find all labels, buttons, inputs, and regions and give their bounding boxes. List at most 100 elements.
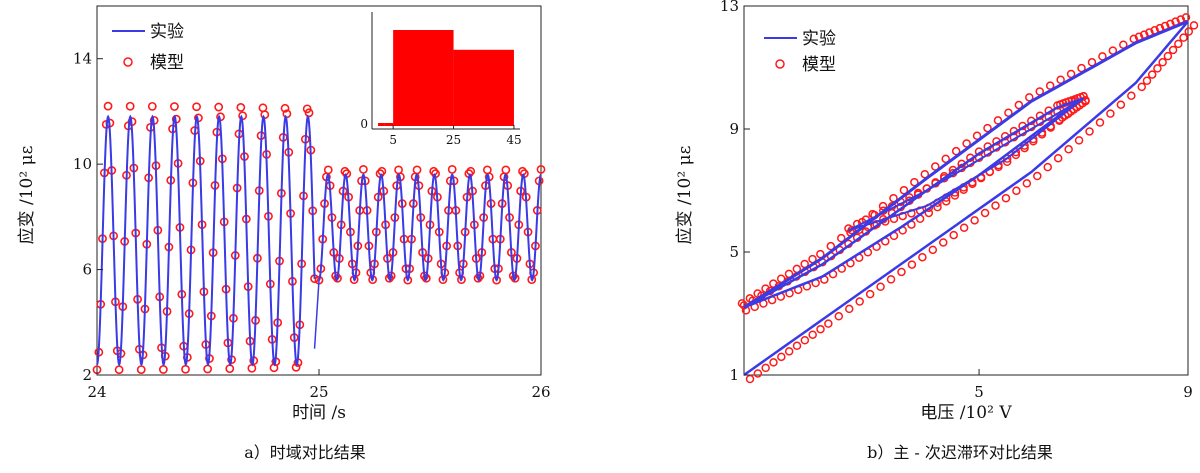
model-marker	[280, 103, 290, 113]
model-marker	[777, 352, 786, 362]
inset-step-bar	[384, 123, 394, 126]
model-marker	[1179, 33, 1188, 42]
model-marker	[1012, 186, 1021, 196]
experiment-minor-upper	[743, 97, 1084, 309]
model-marker	[1014, 100, 1024, 110]
legend-a-label-model: 模型	[150, 53, 184, 73]
panel-a-ylabel: 应变 /10² με	[17, 145, 37, 244]
model-marker	[824, 319, 833, 328]
model-marker	[761, 363, 770, 373]
model-marker	[1174, 39, 1183, 49]
legend-b-label-model: 模型	[802, 55, 836, 75]
inset-step-bar	[393, 30, 454, 126]
model-marker	[910, 177, 919, 187]
panel-b-legend: 实验 模型	[764, 29, 836, 75]
model-marker	[855, 297, 864, 306]
y-tick-label: 13	[720, 0, 739, 15]
model-marker	[1158, 58, 1167, 67]
panel-b-curves	[737, 13, 1199, 384]
x-tick-label: 24	[87, 383, 106, 401]
panel-a-caption: a）时域对比结果	[244, 443, 366, 462]
experiment-inner-upper	[848, 97, 1085, 232]
model-marker	[897, 267, 906, 277]
inset-axes: 5 25 45 0	[360, 12, 522, 147]
model-marker	[959, 223, 969, 232]
panel-b-axes: 5 9 1 5 9 13	[720, 0, 1193, 401]
inset-step-fill	[378, 30, 514, 126]
model-marker	[501, 165, 511, 175]
panel-a-xlabel: 时间 /s	[292, 403, 346, 423]
model-marker	[1033, 171, 1042, 181]
model-marker	[792, 341, 802, 351]
model-marker	[800, 336, 810, 345]
model-marker	[323, 165, 333, 175]
inset-step-bar	[378, 123, 385, 126]
model-marker	[991, 201, 1000, 210]
model-marker	[878, 201, 888, 211]
model-marker	[1043, 162, 1052, 172]
panel-a-legend: 实验 模型	[112, 22, 184, 73]
model-marker	[1004, 108, 1013, 117]
model-marker	[1163, 51, 1173, 61]
panel-b-hysteresis: 5 9 1 5 9 13 电压 /10² V 应变 /10² με b）主 - 次迟滞环对…	[675, 0, 1199, 462]
model-marker	[358, 165, 368, 174]
model-marker	[236, 103, 246, 112]
model-marker	[1001, 193, 1011, 203]
experiment-major-lower	[743, 20, 1189, 377]
model-marker	[1106, 109, 1115, 118]
legend-a-marker-symbol	[123, 57, 133, 67]
model-marker	[928, 245, 938, 255]
model-marker	[865, 289, 875, 299]
model-marker	[737, 299, 747, 308]
model-marker	[192, 102, 201, 112]
panel-a-inset: 5 25 45 0	[360, 8, 528, 147]
model-marker	[170, 102, 179, 111]
inset-y-tick-label: 0	[360, 117, 368, 131]
model-marker	[1142, 76, 1152, 85]
model-marker	[876, 282, 885, 291]
model-marker	[1074, 136, 1084, 145]
model-marker	[949, 230, 958, 240]
model-marker	[918, 252, 927, 262]
y-tick-label: 2	[82, 366, 92, 384]
model-marker	[899, 185, 909, 195]
model-marker	[834, 312, 844, 321]
model-marker	[939, 238, 948, 247]
x-tick-label: 9	[1183, 383, 1193, 401]
x-tick-label: 5	[974, 383, 984, 401]
legend-a-label-experiment: 实验	[150, 22, 184, 42]
model-marker	[214, 102, 224, 112]
inset-x-tick-label: 25	[446, 133, 461, 147]
y-tick-label: 5	[729, 243, 739, 261]
model-marker	[993, 116, 1003, 125]
model-marker	[889, 193, 898, 203]
model-marker	[1085, 127, 1094, 136]
experiment-inner-lower	[848, 97, 1085, 232]
model-marker	[886, 275, 896, 284]
y-tick-label: 6	[82, 261, 92, 279]
model-marker	[536, 165, 546, 174]
model-marker	[1184, 27, 1194, 36]
model-marker	[983, 123, 992, 133]
model-marker	[304, 108, 314, 118]
model-marker	[907, 260, 917, 269]
model-marker	[941, 154, 950, 164]
model-marker	[980, 208, 990, 218]
x-tick-label: 25	[309, 383, 328, 401]
model-marker	[1189, 21, 1199, 30]
panel-b-caption: b）主 - 次迟滞环对比结果	[867, 443, 1053, 462]
legend-b-marker-symbol	[775, 59, 785, 69]
model-marker	[1116, 100, 1126, 109]
x-tick-label: 26	[531, 383, 550, 401]
model-marker	[447, 165, 457, 174]
model-marker	[920, 169, 930, 179]
model-marker	[1153, 64, 1162, 73]
inset-step-bar	[453, 49, 514, 126]
panel-a-curves	[92, 101, 546, 375]
panel-b-xlabel: 电压 /10² V	[920, 403, 1012, 423]
inset-x-tick-label: 45	[506, 133, 521, 147]
model-marker	[845, 304, 854, 314]
y-tick-label: 14	[73, 50, 92, 68]
model-marker	[972, 131, 982, 141]
